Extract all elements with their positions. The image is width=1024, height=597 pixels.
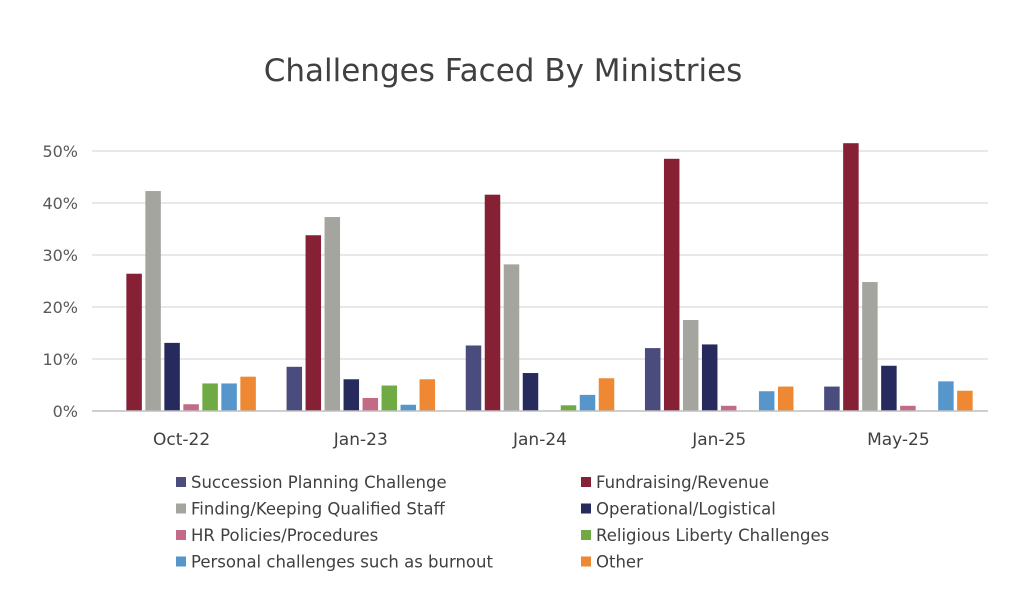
bar (682, 320, 699, 411)
bar (644, 348, 661, 411)
y-tick-label: 0% (53, 402, 78, 421)
gridlines (92, 150, 988, 360)
legend-item: Other (581, 553, 643, 572)
x-category-label: May-25 (867, 430, 930, 450)
bar (824, 386, 840, 411)
legend-item: Finding/Keeping Qualified Staff (176, 500, 445, 519)
bar (758, 391, 775, 411)
legend-label: Other (596, 553, 643, 572)
bar (221, 383, 237, 411)
bar (881, 365, 897, 411)
bar (938, 381, 954, 411)
series-succession-planning-challenge (286, 345, 840, 411)
x-category-label: Jan-25 (691, 430, 746, 450)
x-category-label: Jan-23 (333, 430, 388, 450)
bar (663, 158, 680, 411)
y-tick-label: 40% (42, 194, 78, 213)
legend-label: Fundraising/Revenue (596, 473, 769, 492)
bar (777, 386, 794, 411)
legend-swatch (176, 556, 186, 567)
legend-item: Religious Liberty Challenges (581, 526, 829, 545)
legend-label: Religious Liberty Challenges (596, 526, 829, 545)
bar (145, 191, 161, 411)
series-religious-liberty-challenges (202, 383, 577, 411)
bar (701, 344, 718, 411)
chart-title: Challenges Faced By Ministries (264, 53, 743, 89)
bar (381, 385, 398, 411)
y-tick-label: 20% (42, 298, 78, 317)
bars (126, 143, 973, 411)
bar (598, 378, 615, 411)
bar (579, 394, 596, 411)
bar (362, 398, 379, 411)
bar (126, 273, 142, 411)
bar (957, 390, 973, 411)
bar (164, 342, 180, 411)
bar (484, 194, 501, 411)
legend-label: HR Policies/Procedures (191, 526, 378, 545)
legend-item: Operational/Logistical (581, 500, 776, 519)
legend-label: Operational/Logistical (596, 500, 776, 519)
series-operational-logistical (164, 342, 897, 411)
bar (843, 143, 859, 411)
legend-swatch (581, 556, 591, 567)
bar (503, 264, 520, 411)
legend-swatch (176, 503, 186, 514)
legend-item: Fundraising/Revenue (581, 473, 769, 492)
legend-label: Personal challenges such as burnout (191, 553, 493, 572)
bar (286, 366, 303, 411)
legend-item: Personal challenges such as burnout (176, 553, 493, 572)
legend-swatch (581, 477, 591, 487)
series-personal-challenges-such-as-burnout (221, 381, 954, 411)
x-axis-category-labels: Oct-22 Jan-23 Jan-24 Jan-25 May-25 (153, 430, 930, 450)
y-tick-label: 50% (42, 142, 78, 161)
bar (183, 404, 199, 411)
bar (900, 405, 916, 411)
bar (419, 379, 436, 411)
bar (343, 379, 360, 411)
y-tick-label: 10% (42, 350, 78, 369)
x-category-label: Jan-24 (512, 430, 567, 450)
y-axis-tick-labels: 0% 10% 20% 30% 40% 50% (42, 142, 78, 421)
legend-swatch (581, 503, 591, 514)
bar (862, 282, 878, 411)
legend-label: Succession Planning Challenge (191, 473, 447, 492)
bar (560, 405, 577, 411)
bar (720, 405, 737, 411)
series-hr-policies-procedures (183, 398, 916, 411)
x-category-label: Oct-22 (153, 430, 210, 450)
bar (324, 217, 341, 411)
legend-item: HR Policies/Procedures (176, 526, 378, 545)
legend-item: Succession Planning Challenge (176, 473, 447, 492)
legend: Succession Planning Challenge Fundraising… (176, 473, 829, 572)
series-fundraising-revenue (126, 143, 859, 411)
y-tick-label: 30% (42, 246, 78, 265)
bar (240, 376, 256, 411)
series-other (240, 376, 973, 411)
bar (522, 373, 539, 411)
bar (305, 235, 322, 411)
legend-swatch (176, 477, 186, 487)
legend-swatch (581, 530, 591, 540)
legend-swatch (176, 530, 186, 540)
bar (465, 345, 482, 411)
bar (400, 404, 417, 411)
legend-label: Finding/Keeping Qualified Staff (191, 500, 445, 519)
series-finding-keeping-qualified-staff (145, 191, 878, 411)
bar (202, 383, 218, 411)
